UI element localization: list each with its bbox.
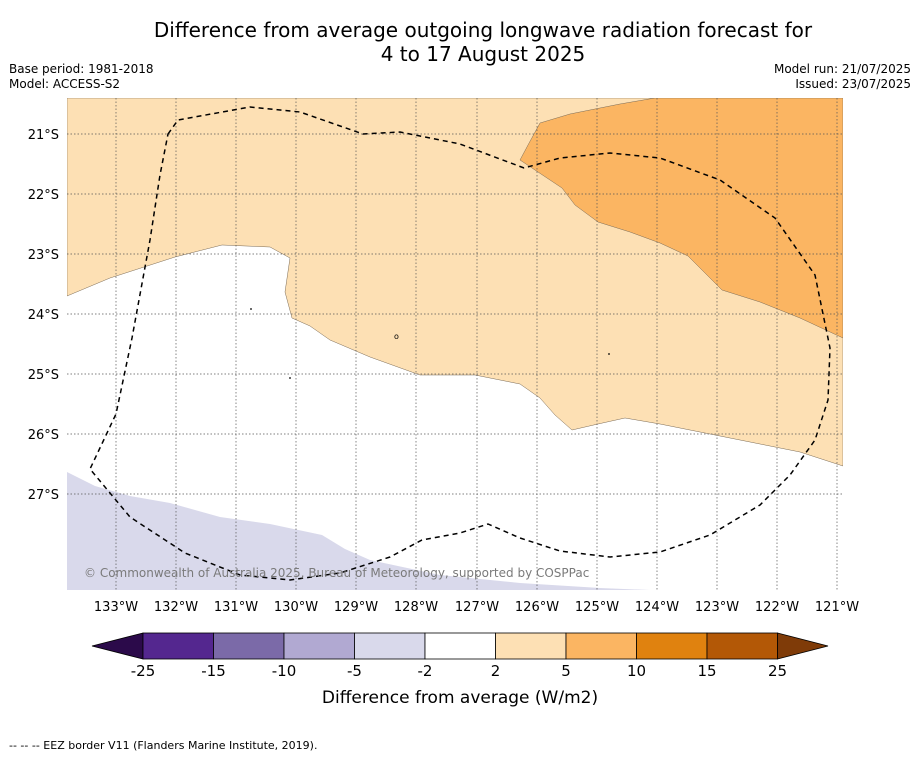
colorbar-ticks: -25 -15 -10 -5 -2 2 5 10 15 25 [131,662,787,680]
lat-label: 23°S [28,248,59,263]
model-run: Model run: 21/07/2025 [773,62,911,76]
colorbar-bin [495,632,567,660]
colorbar-bin [354,632,426,660]
eez-legend-note: -- -- -- EEZ border V11 (Flanders Marine… [9,739,318,752]
meta-right: Model run: 21/07/2025 Issued: 23/07/2025 [774,62,911,92]
lon-label: 124°W [635,600,679,615]
model-name: Model: ACCESS-S2 [9,77,121,91]
colorbar-tick: -2 [418,662,433,680]
lat-label: 22°S [28,188,59,203]
colorbar-extend-low [91,632,144,660]
colorbar-extend-high [777,632,829,660]
colorbar-tick: -5 [347,662,362,680]
colorbar-tick: 2 [491,662,501,680]
latitude-labels: 21°S 22°S 23°S 24°S 25°S 26°S 27°S [28,128,59,503]
colorbar-tick: 25 [768,662,787,680]
lon-label: 127°W [455,600,499,615]
colorbar-bin [283,632,355,660]
colorbar-tick: 10 [627,662,646,680]
lon-label: 121°W [815,600,859,615]
lat-label: 25°S [28,368,59,383]
lat-label: 26°S [28,428,59,443]
lon-label: 122°W [755,600,799,615]
colorbar-tick: 5 [561,662,571,680]
anomaly-region-5-to-10 [519,98,843,339]
lon-label: 132°W [154,600,198,615]
lat-label: 24°S [28,308,59,323]
title-line-2: 4 to 17 August 2025 [380,42,586,66]
lat-label: 21°S [28,128,59,143]
lon-label: 130°W [274,600,318,615]
colorbar-tick: -10 [272,662,297,680]
issued-date: Issued: 23/07/2025 [795,77,911,91]
longitude-labels: 133°W 132°W 131°W 130°W 129°W 128°W 127°… [94,600,859,615]
island-marker [289,377,291,379]
colorbar-tick: -25 [131,662,156,680]
lon-label: 131°W [214,600,258,615]
colorbar-bin [636,632,708,660]
lon-label: 123°W [695,600,739,615]
island-marker [608,353,610,355]
colorbar-bin [142,632,214,660]
graticule [67,98,843,590]
colorbar-label: Difference from average (W/m2) [322,688,598,708]
lon-label: 126°W [515,600,559,615]
title-line-1: Difference from average outgoing longwav… [153,18,813,42]
colorbar-bin [424,632,496,660]
lon-label: 133°W [94,600,138,615]
meta-left: Base period: 1981-2018 Model: ACCESS-S2 [9,62,154,92]
anomaly-region-neg2-to-neg5 [67,472,650,590]
colorbar-bin [565,632,637,660]
colorbar-bin [706,632,778,660]
lon-label: 125°W [575,600,619,615]
eez-border [89,106,831,581]
lat-label: 27°S [28,488,59,503]
copyright-notice: © Commonwealth of Australia 2025, Bureau… [84,566,589,580]
island-marker: o [394,332,399,341]
lon-label: 128°W [394,600,438,615]
colorbar-tick: -15 [201,662,226,680]
colorbar-bin [213,632,285,660]
colorbar [91,632,829,660]
colorbar-tick: 15 [697,662,716,680]
base-period: Base period: 1981-2018 [9,62,154,76]
map-title: Difference from average outgoing longwav… [0,18,919,66]
lon-label: 129°W [334,600,378,615]
map-area: o [67,98,843,590]
island-marker [250,308,252,310]
